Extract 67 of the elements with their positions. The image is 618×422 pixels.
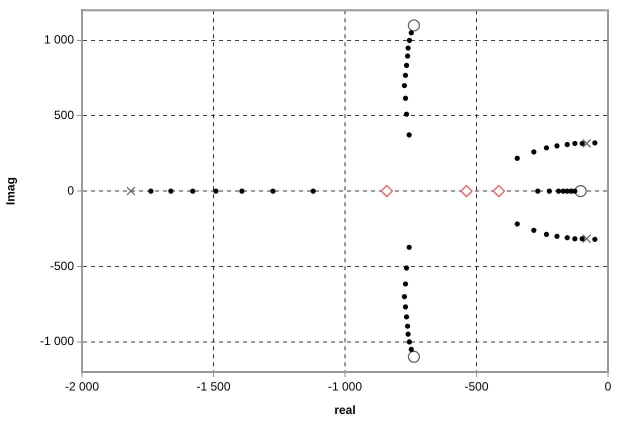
point <box>492 185 505 198</box>
x-tick-label: -1 000 <box>328 380 362 394</box>
point <box>514 221 520 227</box>
point <box>582 138 592 148</box>
point <box>406 332 411 337</box>
point <box>402 304 408 310</box>
point <box>406 244 412 250</box>
point <box>126 186 136 196</box>
point <box>404 112 410 117</box>
point <box>270 188 276 194</box>
point <box>190 188 196 194</box>
point <box>168 188 174 194</box>
point <box>213 188 218 194</box>
point <box>406 339 412 344</box>
point <box>408 30 414 36</box>
point <box>406 38 412 43</box>
point <box>404 324 410 329</box>
point <box>544 232 550 237</box>
point <box>406 45 411 51</box>
point <box>572 140 578 146</box>
point <box>531 228 536 233</box>
point <box>404 62 410 68</box>
point <box>239 188 245 194</box>
point <box>402 281 408 287</box>
x-tick-label: 0 <box>604 380 612 394</box>
point <box>408 346 414 352</box>
point <box>402 72 408 78</box>
point <box>531 149 536 155</box>
point <box>592 140 598 146</box>
point <box>514 156 520 161</box>
point <box>460 185 473 198</box>
point <box>564 235 570 240</box>
x-tick-label: -500 <box>464 380 489 394</box>
y-axis-title: Imag <box>4 177 18 206</box>
point <box>310 188 316 194</box>
point <box>408 19 420 32</box>
point <box>580 140 585 146</box>
point <box>592 236 598 242</box>
point <box>535 188 540 194</box>
point <box>556 188 562 194</box>
point <box>580 236 585 242</box>
point <box>564 142 570 148</box>
point <box>408 350 420 363</box>
point <box>404 314 410 320</box>
y-tick-label: -1 000 <box>40 334 74 348</box>
y-tick-label: 500 <box>54 108 74 122</box>
point <box>554 143 560 148</box>
point <box>404 53 410 59</box>
point <box>402 96 408 101</box>
point <box>406 132 412 138</box>
point <box>574 185 587 198</box>
point <box>402 294 408 300</box>
point <box>554 234 560 239</box>
point <box>402 82 408 88</box>
point <box>380 185 393 198</box>
y-tick-label: -500 <box>50 258 74 273</box>
point <box>546 188 552 194</box>
point <box>544 145 550 150</box>
point <box>404 265 410 271</box>
y-tick-label: 1 000 <box>44 32 74 47</box>
x-tick-label: -2 000 <box>64 380 100 394</box>
x-tick-label: -1 500 <box>196 380 231 394</box>
point <box>572 236 578 242</box>
y-tick-label: 0 <box>67 183 74 198</box>
point <box>582 234 592 244</box>
x-axis-title: real <box>334 403 356 418</box>
point <box>148 188 154 194</box>
